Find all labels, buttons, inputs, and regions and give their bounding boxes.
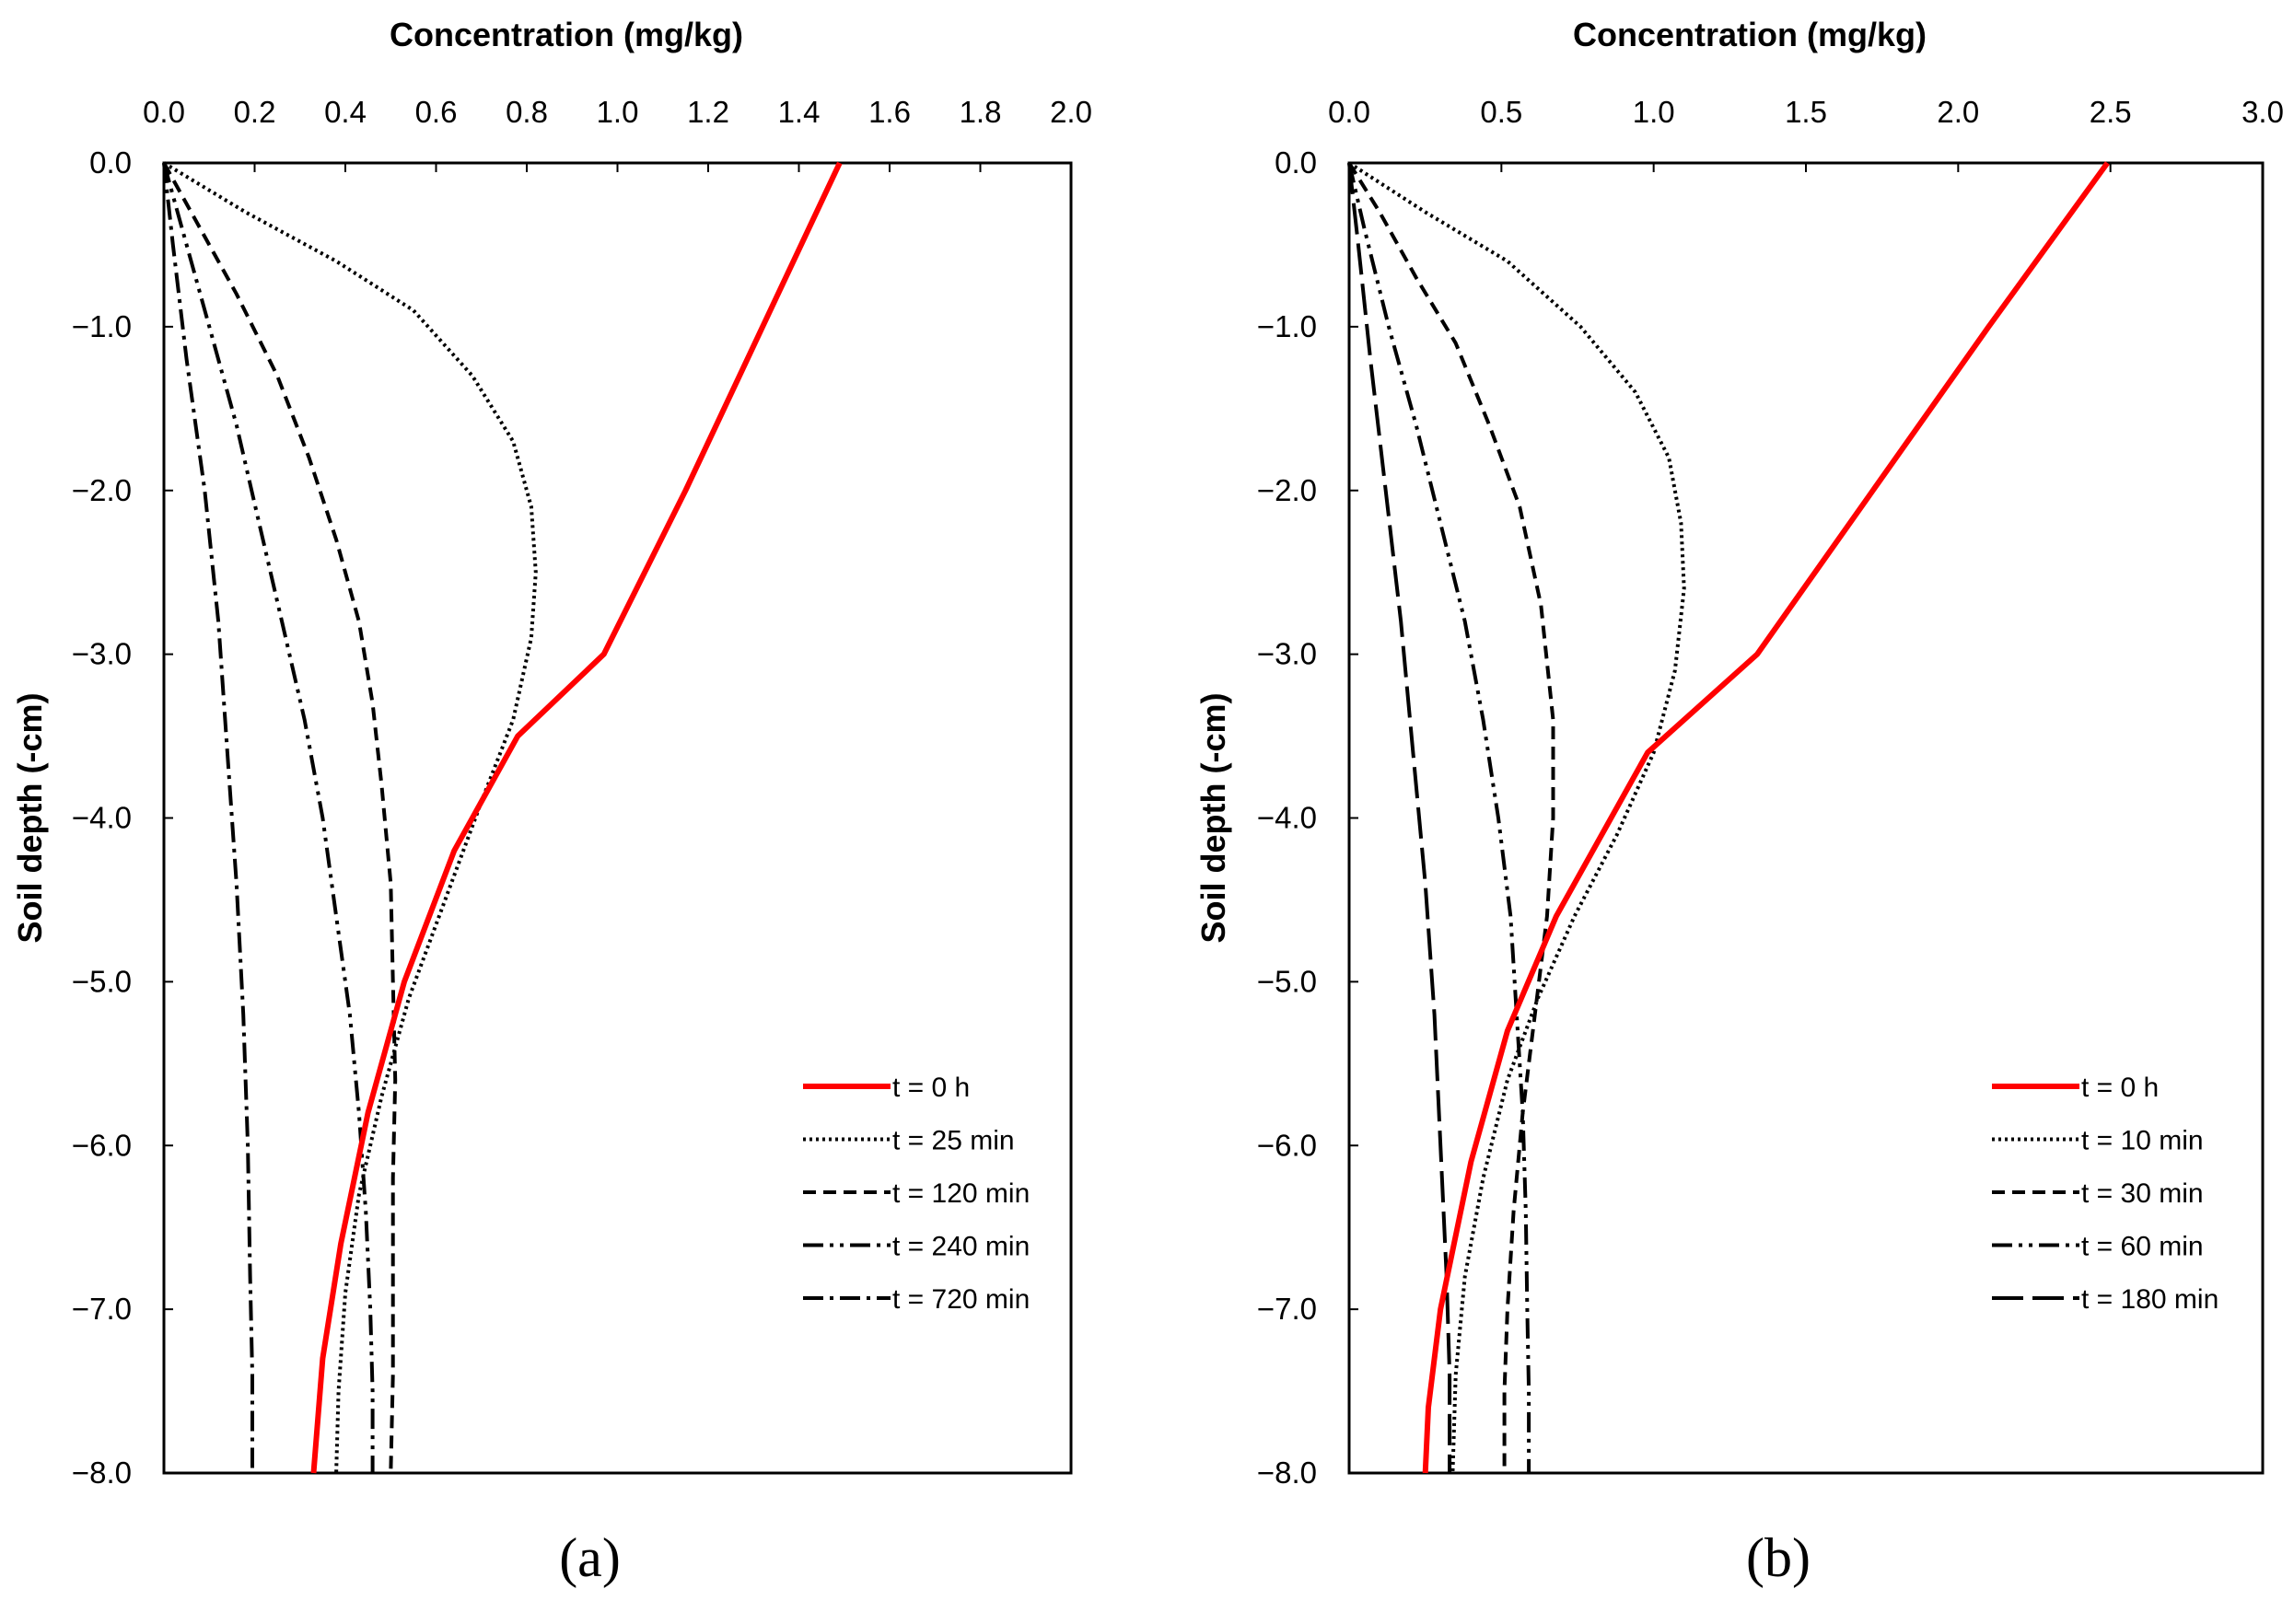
y-tick-label: −5.0 xyxy=(1257,964,1317,998)
legend-label: t = 10 min xyxy=(2081,1126,2204,1156)
series-line-t-30-min xyxy=(1347,161,1555,1473)
y-tick-label: −8.0 xyxy=(1257,1456,1317,1490)
y-tick-label: −3.0 xyxy=(72,637,132,671)
legend-label: t = 0 h xyxy=(892,1073,970,1103)
x-tick-label: 2.5 xyxy=(2090,95,2132,129)
x-tick-label: 0.4 xyxy=(324,95,367,129)
x-tick-label: 1.4 xyxy=(778,95,821,129)
x-tick-label: 0.8 xyxy=(506,95,548,129)
x-axis-title: Concentration (mg/kg) xyxy=(390,16,743,53)
plot-frame xyxy=(1347,161,2265,1475)
y-tick-label: −7.0 xyxy=(72,1292,132,1326)
x-tick-label: 1.8 xyxy=(960,95,1002,129)
y-tick-label: −2.0 xyxy=(72,473,132,507)
plot-frame xyxy=(162,161,1073,1475)
legend-label: t = 240 min xyxy=(892,1232,1030,1262)
x-tick-label: 2.0 xyxy=(1050,95,1092,129)
y-tick-label: −2.0 xyxy=(1257,473,1317,507)
series-line-t-180-min xyxy=(1347,162,1452,1473)
y-tick-label: −6.0 xyxy=(72,1128,132,1162)
legend-label: t = 720 min xyxy=(892,1284,1030,1315)
series-line-t-10-min xyxy=(1347,161,1686,1474)
panel-label: (a) xyxy=(559,1527,621,1588)
y-tick-label: −4.0 xyxy=(1257,801,1317,835)
x-tick-label: 3.0 xyxy=(2242,95,2284,129)
y-tick-label: −3.0 xyxy=(1257,637,1317,671)
y-tick-label: −1.0 xyxy=(1257,309,1317,343)
legend-label: t = 25 min xyxy=(892,1126,1015,1156)
x-tick-label: 0.0 xyxy=(143,95,185,129)
x-tick-label: 0.6 xyxy=(415,95,458,129)
x-tick-label: 1.5 xyxy=(1785,95,1827,129)
chart-panel-a: Concentration (mg/kg) Soil depth (-cm) 0.0… xyxy=(11,16,1092,1588)
legend-label: t = 180 min xyxy=(2081,1284,2218,1315)
y-tick-label: −5.0 xyxy=(72,964,132,998)
series-line-t-240-min xyxy=(162,162,375,1473)
y-tick-label: −1.0 xyxy=(72,309,132,343)
x-tick-label: 1.6 xyxy=(868,95,911,129)
series-line-t-120-min xyxy=(162,162,398,1474)
chart-panel-b: Concentration (mg/kg) Soil depth (-cm) 0.0… xyxy=(1194,16,2284,1588)
x-tick-label: 1.0 xyxy=(1633,95,1675,129)
legend: t = 0 h t = 25 min t = 120 min t = 240 min t… xyxy=(803,1073,1030,1315)
x-tick-label: 0.0 xyxy=(1328,95,1370,129)
x-tick-label: 1.2 xyxy=(687,95,729,129)
y-tick-label: −7.0 xyxy=(1257,1292,1317,1326)
y-axis-title: Soil depth (-cm) xyxy=(1194,693,1232,944)
x-tick-label: 0.5 xyxy=(1480,95,1522,129)
series-line-t-60-min xyxy=(1347,162,1531,1473)
legend-label: t = 30 min xyxy=(2081,1178,2204,1209)
y-tick-label: 0.0 xyxy=(1275,145,1317,180)
y-tick-label: −4.0 xyxy=(72,801,132,835)
x-tick-label: 0.2 xyxy=(234,95,276,129)
series-line-t-25-min xyxy=(162,161,538,1474)
series-line-t-0-h xyxy=(1422,161,2110,1474)
series-line-t-720-min xyxy=(162,162,254,1473)
x-tick-label: 1.0 xyxy=(597,95,639,129)
x-axis-title: Concentration (mg/kg) xyxy=(1573,16,1927,53)
y-tick-label: −8.0 xyxy=(72,1456,132,1490)
legend-label: t = 120 min xyxy=(892,1178,1030,1209)
legend: t = 0 h t = 10 min t = 30 min t = 60 min t =… xyxy=(1992,1073,2218,1315)
y-tick-label: −6.0 xyxy=(1257,1128,1317,1162)
y-tick-label: 0.0 xyxy=(89,145,132,180)
legend-label: t = 60 min xyxy=(2081,1232,2204,1262)
series-line-t-0-h xyxy=(310,161,843,1474)
legend-label: t = 0 h xyxy=(2081,1073,2159,1103)
panel-label: (b) xyxy=(1746,1527,1811,1588)
y-axis-title: Soil depth (-cm) xyxy=(11,693,49,944)
x-tick-label: 2.0 xyxy=(1937,95,1979,129)
